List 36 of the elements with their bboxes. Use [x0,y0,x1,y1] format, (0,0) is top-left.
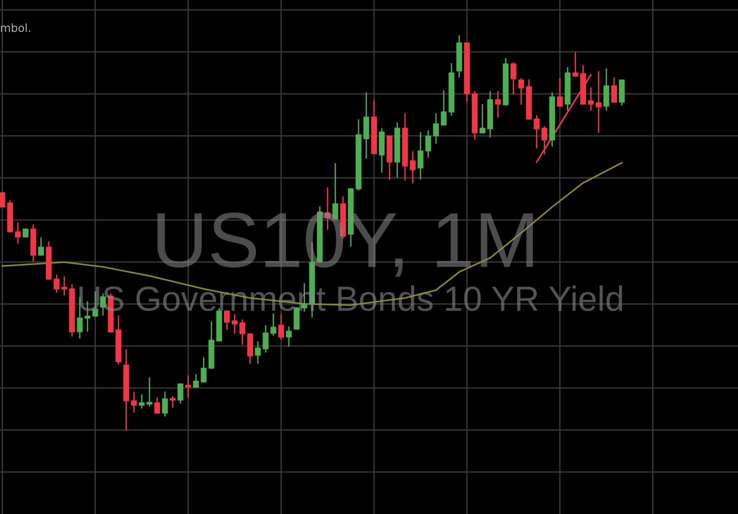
candlestick [61,276,68,296]
candlestick [542,126,548,154]
candlestick [38,237,44,256]
candlestick [433,113,439,144]
candlestick [146,377,152,407]
candlestick [418,132,424,180]
candlestick [178,383,184,404]
candlestick [495,91,501,118]
candlestick [556,78,563,107]
candlestick [440,90,447,126]
candlestick [480,104,486,134]
candlestick [193,374,199,388]
candlestick [518,78,524,105]
candlestick [138,394,145,409]
candlestick [425,130,432,158]
candlestick [363,92,370,159]
candlestick [603,68,610,111]
candlestick [0,192,6,208]
text: mbol. [1,23,30,32]
candlestick [131,392,137,413]
candlestick [286,326,292,347]
candlestick [618,79,625,106]
candlestick [378,128,385,172]
candlestick [270,314,276,336]
candlestick [200,357,207,383]
candlestick [170,396,176,408]
candlestick [278,314,284,340]
candlestick [534,115,540,148]
candlestick [510,62,516,94]
candlestick [154,397,160,414]
candlestick [611,77,617,103]
candlestick [162,392,168,416]
candlestick [54,274,60,293]
candlestick [410,151,416,184]
candlestick [14,222,21,244]
candlestick [185,375,192,398]
